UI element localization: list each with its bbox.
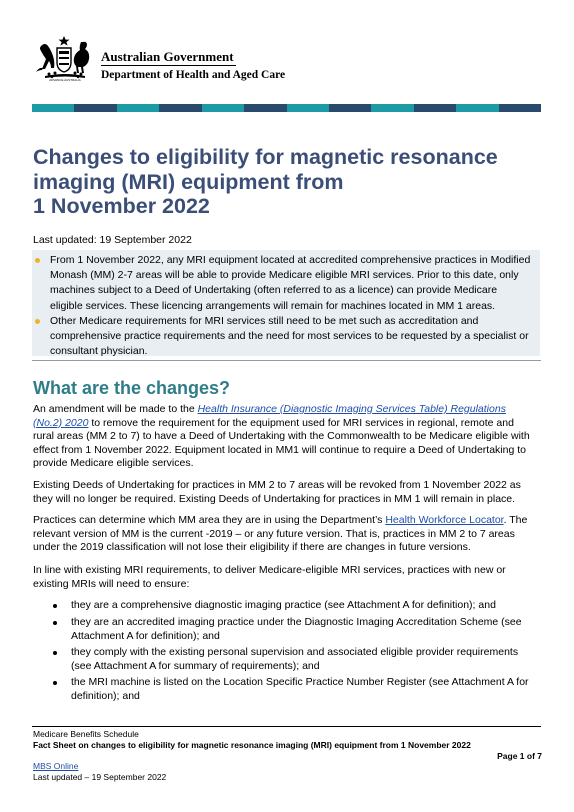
footer-factsheet-title: Fact Sheet on changes to eligibility for… (33, 740, 471, 750)
paragraph-existing-deeds: Existing Deeds of Undertaking for practi… (33, 479, 548, 506)
text: to remove the requirement for the equipm… (88, 416, 514, 429)
list-item: they are a comprehensive diagnostic imag… (33, 599, 548, 613)
mbs-online-link[interactable]: MBS Online (33, 761, 79, 771)
text: An amendment will be made to the (33, 403, 198, 415)
text: provide Medicare eligible services. (33, 457, 194, 469)
text: rural areas (MM 2 to 7) to have a Deed o… (33, 430, 530, 442)
regulations-link[interactable]: Health Insurance (Diagnostic Imaging Ser… (197, 403, 506, 415)
text: existing MRIs will need to ensure: (33, 577, 190, 590)
stripe-segment (244, 104, 287, 112)
stripe-segment (456, 104, 499, 112)
bullet-icon (53, 651, 57, 655)
text: (see Attachment A for summary of require… (71, 659, 320, 672)
stripe-segment (159, 104, 202, 112)
summary-line: comprehensive practice requirements and … (50, 330, 529, 343)
stripe-segment (32, 104, 75, 112)
text: they are an accredited imaging practice … (71, 616, 522, 628)
paragraph-mm-area: Practices can determine which MM area th… (33, 514, 548, 555)
title-line: 1 November 2022 (33, 194, 210, 218)
footer-schedule: Medicare Benefits Schedule (33, 729, 139, 739)
text: In line with existing MRI requirements, … (33, 564, 506, 576)
stripe-segment (201, 104, 245, 112)
list-item: they are an accredited imaging practice … (33, 616, 548, 643)
text: definition); and (71, 689, 140, 702)
footer-last-updated: Last updated – 19 September 2022 (33, 772, 167, 782)
header-divider (101, 65, 236, 66)
department-name: Department of Health and Aged Care (101, 69, 286, 81)
bullet-icon (35, 319, 40, 324)
summary-line: consultant physician. (50, 345, 148, 358)
svg-text:ADVANCE AUSTRALIA: ADVANCE AUSTRALIA (49, 78, 81, 82)
health-workforce-locator-link[interactable]: Health Workforce Locator (385, 514, 504, 526)
text: . The (503, 514, 528, 526)
stripe-segment (328, 104, 372, 112)
text: Existing Deeds of Undertaking for practi… (33, 479, 521, 491)
bullet-icon (53, 681, 57, 685)
text: they are a comprehensive diagnostic imag… (71, 599, 496, 611)
section-heading: What are the changes? (33, 378, 231, 398)
footer-divider (32, 726, 541, 727)
bullet-icon (53, 604, 57, 608)
list-item: the MRI machine is listed on the Locatio… (33, 676, 548, 703)
summary-line: machines subject to a Deed of Undertakin… (50, 284, 498, 297)
page-number: Page 1 of 7 (497, 751, 542, 761)
summary-line: Other Medicare requirements for MRI serv… (50, 315, 479, 327)
text: under the 2019 classification will not l… (33, 541, 471, 553)
text: the MRI machine is listed on the Locatio… (71, 676, 529, 688)
paragraph-amendment: An amendment will be made to the Health … (33, 403, 548, 471)
last-updated-date: Last updated: 19 September 2022 (33, 234, 192, 246)
stripe-segment (413, 104, 457, 112)
stripe-segment (286, 104, 329, 112)
title-line: Changes to eligibility for magnetic reso… (33, 145, 498, 169)
page-title: Changes to eligibility for magnetic reso… (33, 145, 548, 219)
summary-bullet-item: Other Medicare requirements for MRI serv… (32, 314, 540, 360)
summary-line: Monash (MM) 2-7 areas will be able to pr… (50, 269, 519, 282)
coat-of-arms-logo: ADVANCE AUSTRALIA (36, 36, 90, 82)
stripe-segment (74, 104, 117, 112)
bullet-icon (35, 258, 40, 263)
text: they comply with the existing personal s… (71, 646, 519, 658)
paragraph-requirements-intro: In line with existing MRI requirements, … (33, 564, 548, 591)
list-item: they comply with the existing personal s… (33, 646, 548, 673)
title-line: imaging (MRI) equipment from (33, 169, 344, 194)
text: they will no longer be required. Existin… (33, 492, 516, 505)
header-color-stripe (32, 104, 542, 112)
stripe-segment (371, 104, 414, 112)
text: effect from 1 November 2022. Equipment l… (33, 443, 526, 456)
section-divider (32, 360, 541, 361)
regulations-link-cont[interactable]: (No.2) 2020 (33, 416, 89, 429)
stripe-segment (498, 104, 542, 112)
text: Practices can determine which MM area th… (33, 514, 386, 526)
text: Attachment A for definition); and (71, 629, 220, 642)
text: relevant version of MM is the current -2… (33, 527, 515, 540)
stripe-segment (116, 104, 160, 112)
government-name: Australian Government (101, 49, 234, 64)
summary-box: From 1 November 2022, any MRI equipment … (32, 250, 540, 357)
summary-bullet-item: From 1 November 2022, any MRI equipment … (32, 253, 540, 314)
summary-line: eligible services. These licencing arran… (50, 299, 496, 312)
summary-line: From 1 November 2022, any MRI equipment … (50, 254, 531, 266)
bullet-icon (53, 621, 57, 625)
